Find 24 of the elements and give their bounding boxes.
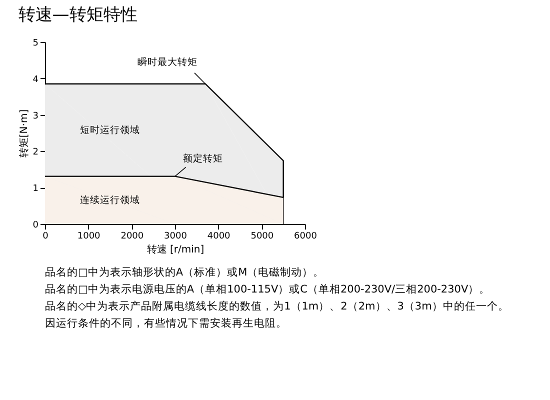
text: 品名的□中为表示轴形状的A（标准）或M（电磁制动）。: [45, 266, 324, 278]
y-tick-label: 2: [32, 148, 38, 158]
y-tick-label: 5: [32, 38, 38, 48]
x-tick-label: 2000: [120, 232, 144, 242]
y-tick-label: 1: [32, 184, 38, 194]
x-tick-label: 4000: [207, 232, 231, 242]
text: 品名的◇中为表示产品附属电缆线长度的数值，为1（1m）、2（2m）、3（3m）中的任一个。: [45, 300, 509, 312]
y-axis-title: 转矩[N·m]: [18, 109, 30, 158]
chart-title: 转速—转矩特性: [18, 5, 138, 25]
y-tick-label: 3: [32, 111, 38, 122]
annotation: 额定转矩: [183, 152, 223, 164]
text: 品名的□中为表示电源电压的A（单相100-115V）或C（单相200-230V/三相200-230V）。: [45, 282, 490, 296]
x-tick-label: 5000: [250, 232, 274, 242]
x-tick-label: 1000: [77, 232, 101, 242]
y-tick-label: 4: [32, 74, 39, 85]
annotation: 瞬时最大转矩: [137, 56, 198, 68]
x-tick-label: 0: [42, 232, 49, 242]
x-tick-label: 6000: [294, 232, 318, 242]
y-tick-label: 0: [32, 220, 39, 230]
text: 因运行条件的不同，有些情况下需安装再生电阻。: [45, 316, 287, 330]
x-axis-title: 转速 [r/min]: [146, 244, 204, 256]
x-tick-label: 3000: [164, 232, 188, 242]
series-label: 短时运行领域: [80, 124, 140, 136]
series-label: 连续运行领域: [80, 194, 140, 206]
